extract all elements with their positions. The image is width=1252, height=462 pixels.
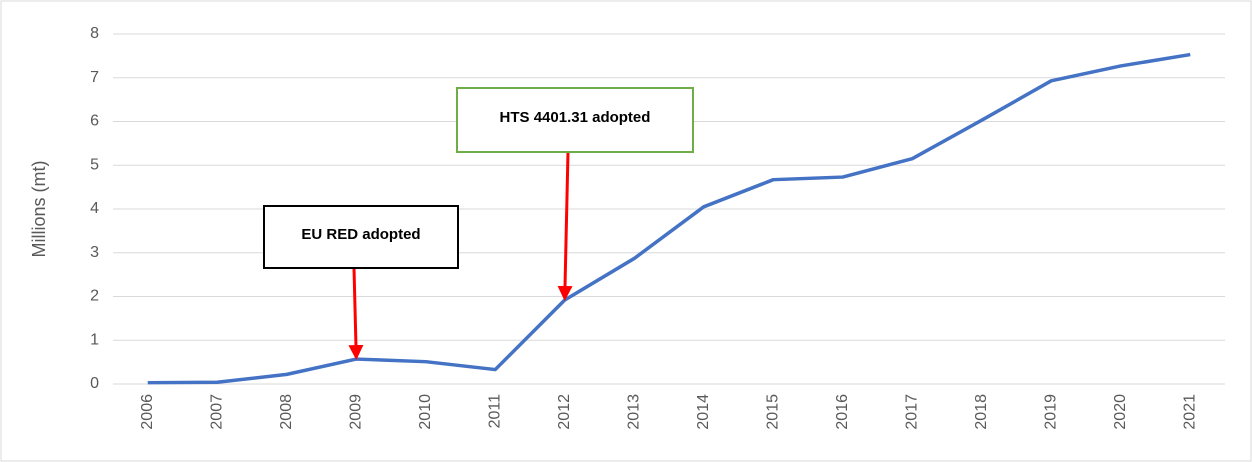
- x-tick-label: 2011: [486, 394, 503, 429]
- x-tick-label: 2009: [347, 394, 364, 430]
- y-tick-label: 8: [90, 25, 99, 42]
- x-tick-label: 2019: [1042, 394, 1059, 430]
- x-tick-label: 2015: [764, 394, 781, 430]
- x-tick-label: 2010: [417, 394, 434, 430]
- y-tick-label: 3: [90, 244, 99, 261]
- y-tick-label: 7: [90, 69, 99, 86]
- x-tick-label: 2007: [208, 394, 225, 430]
- y-tick-label: 0: [90, 375, 99, 392]
- x-tick-label: 2020: [1112, 394, 1129, 430]
- y-tick-label: 4: [90, 200, 99, 217]
- y-tick-label: 2: [90, 288, 99, 305]
- x-tick-label: 2013: [625, 394, 642, 430]
- y-tick-label: 1: [90, 331, 99, 348]
- x-tick-label: 2014: [695, 394, 712, 430]
- x-tick-label: 2018: [973, 394, 990, 430]
- annotation-box: [456, 87, 694, 153]
- annotation-arrow: [348, 267, 364, 361]
- y-tick-label: 6: [90, 113, 99, 130]
- x-tick-label: 2021: [1181, 394, 1198, 430]
- annotation-box: [263, 205, 459, 269]
- data-line: [147, 52, 1191, 385]
- x-tick-label: 2017: [903, 394, 920, 430]
- x-tick-label: 2012: [556, 394, 573, 430]
- y-tick-label: 5: [90, 156, 99, 173]
- x-tick-label: 2016: [834, 394, 851, 430]
- annotation-text: HTS 4401.31 adopted: [500, 109, 651, 126]
- y-axis-label: Millions (mt): [29, 161, 49, 258]
- annotation-arrow: [557, 151, 573, 301]
- x-tick-label: 2008: [278, 394, 295, 430]
- annotation-text: EU RED adopted: [301, 226, 420, 243]
- x-tick-label: 2006: [139, 394, 156, 430]
